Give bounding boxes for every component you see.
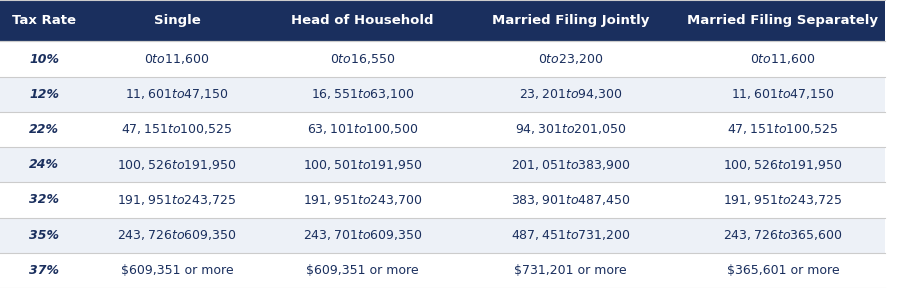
- Text: $47,151 to $100,525: $47,151 to $100,525: [122, 122, 232, 137]
- Bar: [460, 253, 681, 288]
- Bar: [681, 77, 885, 112]
- Bar: [266, 217, 460, 253]
- Bar: [0, 112, 88, 147]
- Bar: [681, 182, 885, 217]
- Bar: [266, 253, 460, 288]
- Bar: [681, 0, 885, 41]
- Bar: [0, 77, 88, 112]
- Text: $609,351 or more: $609,351 or more: [121, 264, 233, 277]
- Text: $100,526 to $191,950: $100,526 to $191,950: [724, 158, 842, 172]
- Bar: [88, 0, 266, 41]
- Text: $243,726 to $365,600: $243,726 to $365,600: [724, 228, 842, 242]
- Bar: [0, 147, 88, 182]
- Text: $23,201 to $94,300: $23,201 to $94,300: [518, 87, 623, 101]
- Text: $0 to $23,200: $0 to $23,200: [538, 52, 603, 66]
- Text: $0 to $11,600: $0 to $11,600: [144, 52, 210, 66]
- Bar: [460, 0, 681, 41]
- Text: $100,526 to $191,950: $100,526 to $191,950: [117, 158, 237, 172]
- Bar: [681, 253, 885, 288]
- Text: Married Filing Separately: Married Filing Separately: [688, 14, 878, 27]
- Text: $0 to $16,550: $0 to $16,550: [330, 52, 395, 66]
- Bar: [0, 182, 88, 217]
- Bar: [460, 77, 681, 112]
- Bar: [88, 253, 266, 288]
- Bar: [0, 0, 88, 41]
- Bar: [266, 182, 460, 217]
- Text: $201,051 to $383,900: $201,051 to $383,900: [511, 158, 630, 172]
- Bar: [460, 41, 681, 77]
- Bar: [681, 112, 885, 147]
- Text: $16,551 to $63,100: $16,551 to $63,100: [310, 87, 415, 101]
- Text: $94,301 to $201,050: $94,301 to $201,050: [515, 122, 626, 137]
- Text: 24%: 24%: [29, 158, 59, 171]
- Text: 10%: 10%: [29, 52, 59, 65]
- Text: Married Filing Jointly: Married Filing Jointly: [492, 14, 649, 27]
- Text: Tax Rate: Tax Rate: [13, 14, 76, 27]
- Bar: [0, 41, 88, 77]
- Text: $609,351 or more: $609,351 or more: [306, 264, 419, 277]
- Text: Single: Single: [154, 14, 201, 27]
- Bar: [266, 77, 460, 112]
- Bar: [88, 77, 266, 112]
- Bar: [460, 147, 681, 182]
- Text: $47,151 to $100,525: $47,151 to $100,525: [727, 122, 839, 137]
- Bar: [266, 147, 460, 182]
- Text: 32%: 32%: [29, 194, 59, 206]
- Bar: [88, 182, 266, 217]
- Text: 22%: 22%: [29, 123, 59, 136]
- Text: 12%: 12%: [29, 88, 59, 101]
- Text: $11,601 to $47,150: $11,601 to $47,150: [731, 87, 835, 101]
- Bar: [0, 217, 88, 253]
- Text: $0 to $11,600: $0 to $11,600: [751, 52, 815, 66]
- Text: $63,101 to $100,500: $63,101 to $100,500: [307, 122, 418, 137]
- Text: 37%: 37%: [29, 264, 59, 277]
- Text: $243,726 to $609,350: $243,726 to $609,350: [117, 228, 237, 242]
- Text: $191,951 to $243,700: $191,951 to $243,700: [303, 193, 422, 207]
- Text: $191,951 to $243,725: $191,951 to $243,725: [117, 193, 237, 207]
- Bar: [88, 112, 266, 147]
- Text: $11,601 to $47,150: $11,601 to $47,150: [125, 87, 229, 101]
- Text: $731,201 or more: $731,201 or more: [514, 264, 627, 277]
- Bar: [460, 217, 681, 253]
- Text: $487,451 to $731,200: $487,451 to $731,200: [511, 228, 630, 242]
- Bar: [88, 41, 266, 77]
- Bar: [681, 147, 885, 182]
- Bar: [88, 147, 266, 182]
- Text: $100,501 to $191,950: $100,501 to $191,950: [303, 158, 422, 172]
- Bar: [460, 182, 681, 217]
- Text: $365,601 or more: $365,601 or more: [726, 264, 840, 277]
- Bar: [0, 253, 88, 288]
- Bar: [681, 217, 885, 253]
- Text: 35%: 35%: [29, 229, 59, 242]
- Bar: [681, 41, 885, 77]
- Text: $383,901 to $487,450: $383,901 to $487,450: [511, 193, 630, 207]
- Bar: [460, 112, 681, 147]
- Bar: [266, 41, 460, 77]
- Bar: [266, 0, 460, 41]
- Text: $191,951 to $243,725: $191,951 to $243,725: [724, 193, 842, 207]
- Bar: [266, 112, 460, 147]
- Text: $243,701 to $609,350: $243,701 to $609,350: [303, 228, 422, 242]
- Text: Head of Household: Head of Household: [292, 14, 434, 27]
- Bar: [88, 217, 266, 253]
